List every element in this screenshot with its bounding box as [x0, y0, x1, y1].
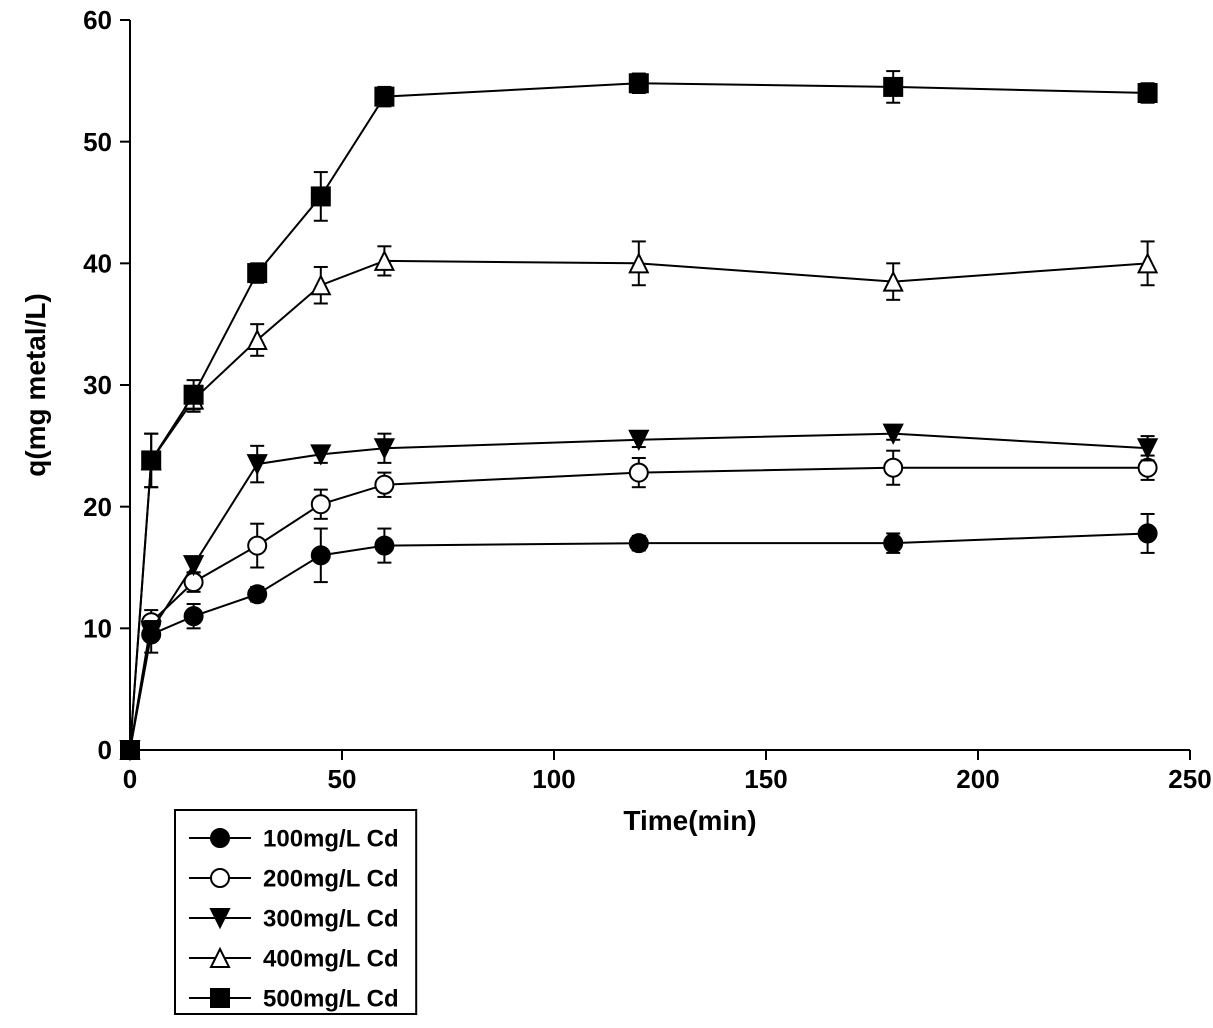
- y-tick-label: 0: [98, 735, 112, 765]
- y-tick-label: 50: [83, 127, 112, 157]
- data-marker: [185, 607, 203, 625]
- x-tick-label: 150: [744, 764, 787, 794]
- data-marker: [884, 534, 902, 552]
- x-tick-label: 200: [956, 764, 999, 794]
- data-marker: [630, 534, 648, 552]
- data-marker: [1139, 84, 1157, 102]
- data-marker: [1139, 459, 1157, 477]
- data-marker: [375, 88, 393, 106]
- y-tick-label: 20: [83, 492, 112, 522]
- y-axis-label: q(mg metal/L): [20, 293, 51, 477]
- y-tick-label: 10: [83, 613, 112, 643]
- data-marker: [121, 741, 139, 759]
- data-marker: [211, 989, 229, 1007]
- legend-label: 200mg/L Cd: [263, 865, 399, 892]
- legend-label: 300mg/L Cd: [263, 905, 399, 932]
- data-marker: [884, 459, 902, 477]
- data-marker: [312, 495, 330, 513]
- data-marker: [375, 537, 393, 555]
- data-marker: [630, 464, 648, 482]
- data-marker: [248, 537, 266, 555]
- legend-label: 500mg/L Cd: [263, 985, 399, 1012]
- legend: 100mg/L Cd 200mg/L Cd 300mg/L Cd 400mg/L Cd…: [175, 810, 416, 1014]
- data-marker: [312, 187, 330, 205]
- y-tick-label: 30: [83, 370, 112, 400]
- data-marker: [375, 476, 393, 494]
- adsorption-kinetics-chart: 0 50 100 150 200 250 0 10 20 30 40 50 60 q(mg metal/L…: [0, 0, 1213, 1028]
- data-marker: [630, 74, 648, 92]
- legend-label: 100mg/L Cd: [263, 825, 399, 852]
- data-marker: [185, 386, 203, 404]
- legend-label: 400mg/L Cd: [263, 945, 399, 972]
- data-marker: [312, 546, 330, 564]
- y-tick-label: 40: [83, 248, 112, 278]
- data-marker: [884, 78, 902, 96]
- data-marker: [211, 869, 229, 887]
- x-tick-label: 50: [328, 764, 357, 794]
- x-tick-label: 100: [532, 764, 575, 794]
- data-marker: [1139, 524, 1157, 542]
- x-tick-label: 250: [1168, 764, 1211, 794]
- chart-svg: 0 50 100 150 200 250 0 10 20 30 40 50 60 q(mg metal/L…: [0, 0, 1213, 1028]
- x-axis-label: Time(min): [623, 805, 756, 836]
- data-marker: [211, 829, 229, 847]
- x-tick-label: 0: [123, 764, 137, 794]
- data-marker: [248, 585, 266, 603]
- data-marker: [142, 451, 160, 469]
- y-tick-label: 60: [83, 5, 112, 35]
- data-marker: [248, 264, 266, 282]
